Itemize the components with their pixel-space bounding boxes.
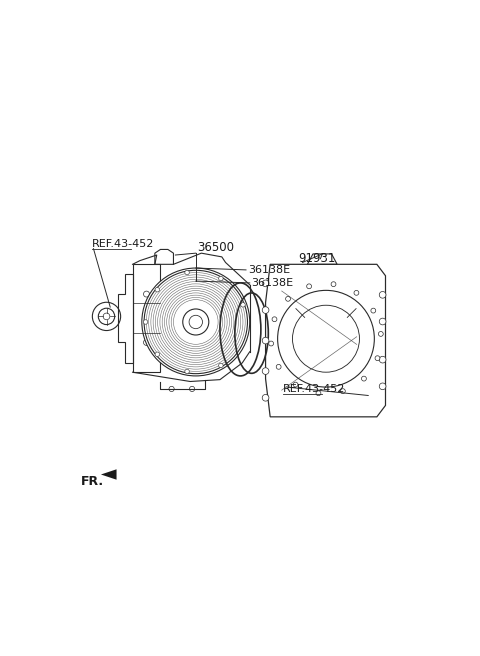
Bar (132, 264, 160, 372)
Circle shape (272, 317, 277, 321)
Circle shape (262, 280, 269, 287)
Circle shape (269, 341, 274, 346)
Circle shape (361, 376, 366, 381)
Circle shape (331, 282, 336, 287)
Circle shape (292, 305, 360, 372)
Circle shape (144, 291, 149, 297)
Text: 36138E: 36138E (252, 278, 294, 288)
Circle shape (155, 287, 159, 292)
Circle shape (307, 284, 312, 289)
Circle shape (142, 268, 250, 376)
Text: REF.43-452: REF.43-452 (92, 239, 154, 249)
Circle shape (371, 308, 376, 313)
Circle shape (169, 386, 174, 392)
Text: 36500: 36500 (198, 241, 235, 254)
Circle shape (262, 307, 269, 314)
Circle shape (379, 356, 386, 363)
Circle shape (262, 337, 269, 344)
Circle shape (183, 309, 209, 335)
Circle shape (155, 352, 159, 356)
Text: 36138E: 36138E (248, 265, 290, 275)
Circle shape (293, 382, 298, 387)
Circle shape (92, 302, 120, 331)
Text: REF.43-452: REF.43-452 (283, 384, 346, 394)
Circle shape (277, 291, 374, 387)
Circle shape (241, 302, 245, 307)
Circle shape (286, 297, 290, 301)
Circle shape (340, 389, 345, 394)
Circle shape (98, 308, 115, 325)
Circle shape (316, 391, 321, 396)
Text: FR.: FR. (81, 476, 104, 489)
Circle shape (190, 386, 195, 392)
Circle shape (185, 270, 189, 275)
Circle shape (379, 383, 386, 390)
Circle shape (262, 394, 269, 401)
Circle shape (354, 291, 359, 295)
Circle shape (375, 356, 380, 361)
Circle shape (144, 319, 148, 324)
Circle shape (185, 369, 189, 374)
Text: 91931: 91931 (298, 253, 336, 265)
Circle shape (262, 368, 269, 375)
Circle shape (378, 331, 383, 337)
Circle shape (189, 316, 203, 329)
Circle shape (379, 318, 386, 325)
Circle shape (276, 365, 281, 369)
Circle shape (379, 291, 386, 298)
Circle shape (103, 313, 110, 319)
Polygon shape (101, 469, 117, 480)
Circle shape (219, 276, 223, 281)
Circle shape (219, 363, 223, 368)
Circle shape (144, 339, 149, 346)
